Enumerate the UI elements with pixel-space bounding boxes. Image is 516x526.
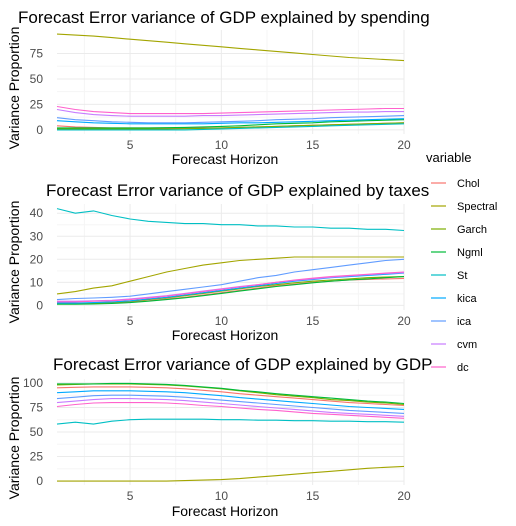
- x-tick-label: 10: [215, 138, 229, 152]
- chart-title: Forecast Error variance of GDP explained…: [18, 8, 430, 27]
- series-line-st: [56, 208, 405, 232]
- series-line-garch: [57, 276, 405, 305]
- legend-item-ngml: Ngml: [431, 247, 483, 259]
- x-axis-label: Forecast Horizon: [172, 151, 279, 167]
- x-tick-label: 20: [397, 314, 411, 328]
- series-lines: [56, 33, 405, 131]
- x-tick-label: 15: [306, 314, 320, 328]
- y-tick-label: 50: [30, 72, 44, 86]
- series-line-garch: [57, 122, 405, 130]
- legend-item-st: St: [431, 270, 467, 282]
- series-line-kica: [57, 272, 405, 304]
- series-line-cvm: [56, 108, 404, 117]
- legend-item-cvm: cvm: [431, 339, 477, 351]
- legend-title: variable: [426, 150, 472, 165]
- series-line-spectral: [56, 256, 404, 295]
- series-line-ngml: [57, 276, 405, 305]
- series-line-ica: [56, 258, 405, 301]
- series-line-ngml: [57, 119, 405, 129]
- series-line-chol: [56, 386, 405, 407]
- series-line-dc: [57, 271, 405, 303]
- x-tick-label: 10: [215, 489, 229, 503]
- y-tick-label: 50: [30, 425, 44, 439]
- y-tick-label: 10: [30, 275, 44, 289]
- x-tick-label: 15: [306, 138, 320, 152]
- x-tick-label: 5: [127, 138, 134, 152]
- x-axis-label: Forecast Horizon: [172, 327, 279, 343]
- chart-title: Forecast Error variance of GDP explained…: [53, 355, 433, 374]
- y-tick-label: 25: [30, 97, 44, 111]
- y-axis-label: Variance Proportion: [6, 27, 22, 150]
- series-line-kica: [56, 118, 405, 125]
- legend-label: cvm: [457, 339, 477, 351]
- legend-label: ica: [457, 316, 472, 328]
- legend-item-garch: Garch: [431, 224, 487, 236]
- legend-label: Ngml: [457, 247, 483, 259]
- x-tick-label: 5: [127, 314, 134, 328]
- series-line-spectral: [56, 33, 405, 62]
- series-line-ica: [56, 115, 405, 124]
- series-line-spectral: [57, 465, 405, 482]
- series-lines: [56, 208, 405, 305]
- x-tick-label: 10: [215, 314, 229, 328]
- legend-label: kica: [457, 293, 477, 305]
- y-tick-label: 75: [30, 46, 44, 60]
- y-tick-label: 30: [30, 229, 44, 243]
- y-tick-label: 75: [30, 400, 44, 414]
- y-tick-label: 40: [30, 206, 44, 220]
- x-tick-label: 15: [306, 489, 320, 503]
- legend-item-ica: ica: [431, 316, 472, 328]
- x-tick-label: 20: [397, 138, 411, 152]
- legend-label: Chol: [457, 178, 480, 190]
- series-line-dc: [56, 105, 404, 115]
- series-line-st: [57, 123, 405, 131]
- legend: variable Chol Spectral Garch Ngml St kica ica c…: [426, 150, 497, 374]
- y-axis-label: Variance Proportion: [6, 377, 22, 500]
- y-tick-label: 100: [23, 376, 43, 390]
- legend-item-kica: kica: [431, 293, 477, 305]
- x-tick-label: 5: [127, 489, 134, 503]
- series-lines: [56, 382, 405, 482]
- legend-item-chol: Chol: [431, 178, 480, 190]
- series-line-ngml: [57, 382, 405, 405]
- y-tick-label: 25: [30, 450, 44, 464]
- legend-item-spectral: Spectral: [431, 201, 497, 213]
- legend-label: Spectral: [457, 201, 497, 213]
- series-line-ica: [56, 394, 405, 414]
- legend-label: dc: [457, 362, 469, 374]
- y-tick-label: 0: [36, 298, 43, 312]
- x-axis-label: Forecast Horizon: [172, 503, 279, 519]
- y-tick-label: 20: [30, 252, 44, 266]
- series-line-kica: [56, 390, 405, 410]
- series-line-dc: [56, 402, 405, 419]
- x-tick-label: 20: [397, 489, 411, 503]
- y-tick-label: 0: [36, 474, 43, 488]
- legend-item-dc: dc: [431, 362, 469, 374]
- chart-title: Forecast Error variance of GDP explained…: [46, 181, 429, 200]
- legend-label: Garch: [457, 224, 487, 236]
- y-tick-label: 0: [36, 123, 43, 137]
- series-line-st: [56, 418, 405, 425]
- y-axis-label: Variance Proportion: [6, 201, 22, 324]
- series-line-cvm: [56, 398, 405, 417]
- legend-label: St: [457, 270, 467, 282]
